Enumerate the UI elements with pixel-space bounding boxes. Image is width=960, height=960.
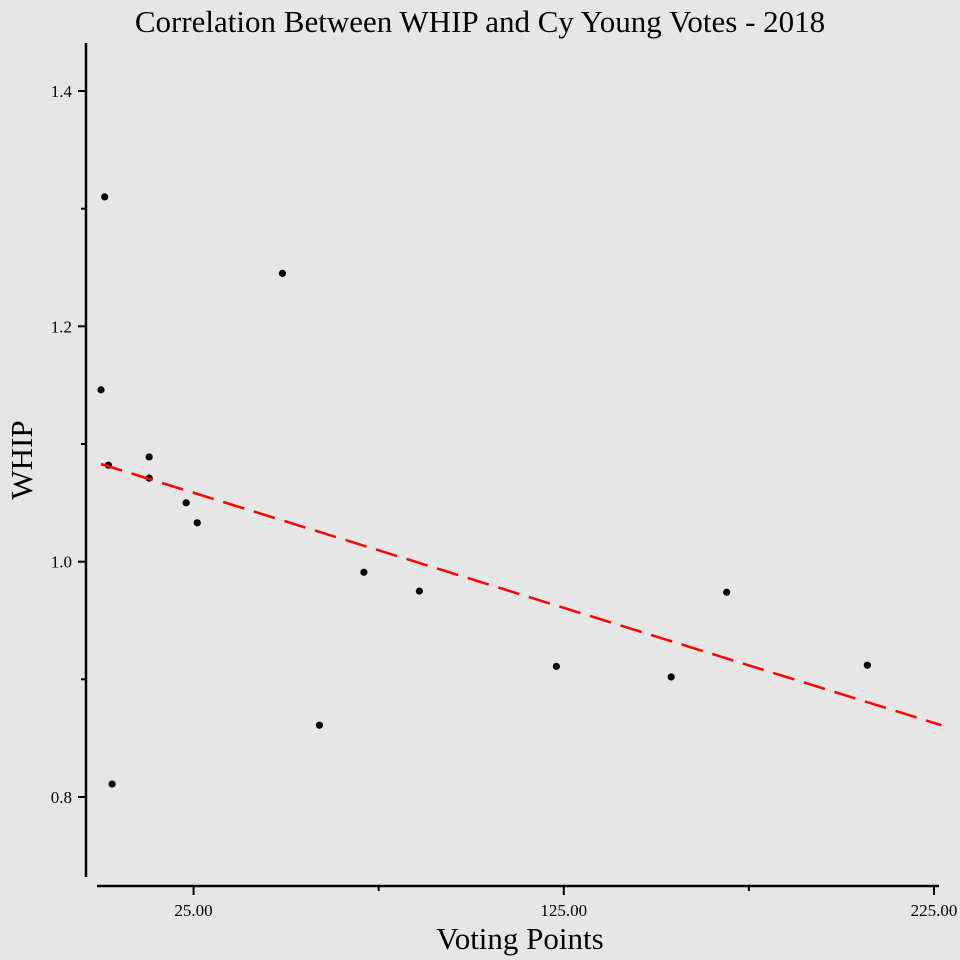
data-point: [101, 193, 109, 201]
data-point: [182, 499, 190, 507]
x-axis-ticks: 25.00 125.00 225.00: [174, 886, 957, 920]
x-tick-label: 25.00: [174, 901, 212, 920]
y-tick-label: 0.8: [51, 788, 72, 807]
data-point: [97, 386, 105, 394]
data-point: [108, 780, 116, 788]
y-axis: 0.8 1.0 1.2 1.4: [51, 43, 88, 877]
data-point: [278, 269, 287, 277]
data-point: [667, 673, 675, 681]
trend-line: [100, 462, 942, 727]
y-axis-title: WHIP: [4, 420, 39, 499]
x-axis-title: Voting Points: [436, 921, 603, 956]
x-tick-label: 225.00: [911, 901, 958, 920]
data-point: [723, 588, 731, 596]
y-axis-ticks: 0.8 1.0 1.2 1.4: [51, 82, 86, 807]
data-point: [415, 587, 423, 595]
data-point: [145, 453, 153, 461]
data-point: [552, 662, 560, 670]
chart-title: Correlation Between WHIP and Cy Young Vo…: [135, 4, 825, 39]
data-point: [193, 519, 201, 527]
x-axis: 25.00 125.00 225.00: [97, 884, 957, 920]
y-tick-label: 1.2: [51, 317, 72, 336]
x-tick-label: 125.00: [540, 901, 587, 920]
data-point: [360, 568, 368, 576]
data-point: [863, 661, 871, 669]
data-point: [315, 721, 324, 729]
y-tick-label: 1.0: [51, 553, 72, 572]
y-tick-label: 1.4: [51, 82, 73, 101]
